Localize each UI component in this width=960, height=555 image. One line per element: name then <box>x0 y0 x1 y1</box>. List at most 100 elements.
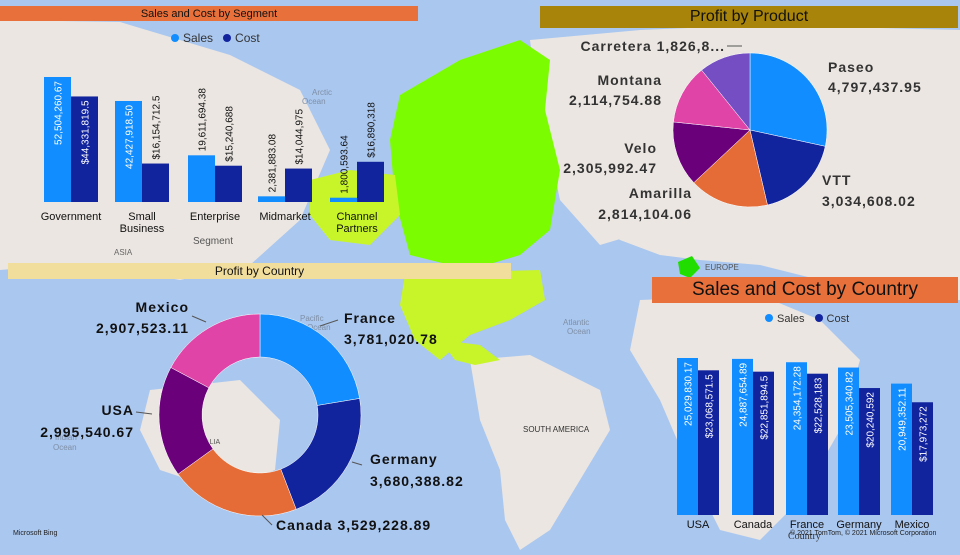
map-label-arctic-2: Ocean <box>302 97 326 106</box>
country-legend: Sales Cost <box>765 313 849 325</box>
country-tick-label: Germany <box>836 519 882 531</box>
legend-sales[interactable]: Sales <box>171 31 213 45</box>
country-bar-label: $17,973,272 <box>919 406 930 462</box>
greenland-land <box>545 50 690 245</box>
segment-bar-label: $15,240,688 <box>225 106 236 162</box>
segment-bar-cost <box>71 96 98 202</box>
product-slice-label: Paseo <box>828 59 874 75</box>
map-label-pacific-2: Ocean <box>307 323 331 332</box>
product-slice-label: Velo <box>624 140 657 156</box>
country-x-axis-title: Country <box>788 531 821 542</box>
country-bar-cost <box>859 388 880 515</box>
segment-chart-title: Sales and Cost by Segment <box>0 6 418 21</box>
segment-tick-label: Channel <box>337 211 378 223</box>
product-slice-label: Amarilla <box>629 185 692 201</box>
segment-x-axis-title: Segment <box>193 236 234 247</box>
segment-bar-label: $16,890,318 <box>367 102 378 158</box>
country-donut-leader-line <box>351 461 363 466</box>
country-donut-leader-line <box>261 514 273 526</box>
country-donut-label: 2,907,523.11 <box>96 320 189 336</box>
segment-bar-label: 2,381,883.08 <box>268 134 279 193</box>
segment-bar-cost <box>215 165 242 202</box>
map-label-europe: EUROPE <box>705 263 739 272</box>
product-slice-label: 3,034,608.02 <box>822 193 916 209</box>
product-slice-label: 4,797,437.95 <box>828 79 922 95</box>
country-donut-leader-line <box>319 319 339 327</box>
map-label-atlantic: Atlantic <box>563 318 589 327</box>
segment-tick-label: Government <box>41 211 102 223</box>
country-donut-label: USA <box>101 402 134 418</box>
bing-logo-text: Microsoft Bing <box>13 530 58 537</box>
country-bar-label: 24,887,654.89 <box>739 362 750 426</box>
germany-region <box>678 256 700 278</box>
country-profit-title: Profit by Country <box>8 263 511 279</box>
canada-region <box>390 40 560 270</box>
country-donut-label: France <box>344 310 396 326</box>
legend-cost[interactable]: Cost <box>223 31 260 45</box>
segment-bar-label: $16,154,712.5 <box>152 95 163 159</box>
south-america-land <box>470 355 610 550</box>
segment-tick-label: Midmarket <box>259 211 310 223</box>
product-slice <box>672 121 751 183</box>
country-donut-slice <box>259 313 360 406</box>
map-label-arctic: Arctic <box>312 88 332 97</box>
country-bar-label: $20,240,592 <box>866 392 877 448</box>
country-donut-leader-line <box>191 315 207 323</box>
country-bar-label: 23,505,340.82 <box>845 371 856 435</box>
product-slice-label: 2,305,992.47 <box>563 160 657 176</box>
country-tick-label: Mexico <box>895 519 930 531</box>
segment-tick-label: Business <box>120 223 165 235</box>
segment-bar-label: 19,611,694.38 <box>198 88 209 152</box>
country-donut-label: Germany <box>370 451 438 467</box>
segment-bar-cost <box>357 161 384 202</box>
segment-bar-label: 52,504,260.67 <box>54 81 65 145</box>
legend-cost-label: Cost <box>826 313 850 325</box>
segment-bar-sales <box>44 77 71 202</box>
country-bar-sales <box>732 358 753 515</box>
legend-cost-label: Cost <box>235 31 260 45</box>
mexico-region <box>440 340 500 365</box>
country-bar-cost <box>807 373 828 515</box>
country-donut-slice <box>170 313 261 389</box>
map-label-australia: ALIA <box>205 439 221 446</box>
country-donut-label: 3,781,020.78 <box>344 331 438 347</box>
legend-sales-label: Sales <box>777 313 805 325</box>
country-donut-label: Canada 3,529,228.89 <box>276 517 431 533</box>
segment-tick-label: Enterprise <box>190 211 240 223</box>
segment-bar-sales <box>258 196 285 202</box>
country-bar-label: $22,851,894.5 <box>760 375 771 439</box>
map-label-asia: ASIA <box>114 248 133 257</box>
usa-region <box>400 270 545 360</box>
country-bar-cost <box>753 371 774 515</box>
legend-sales[interactable]: Sales <box>765 313 805 325</box>
map-label-indian-2: Ocean <box>53 443 77 452</box>
product-chart-title-text: Profit by Product <box>689 8 809 25</box>
country-bar-sales <box>838 367 859 515</box>
country-donut-leader-line <box>135 411 153 415</box>
map-copyright: © 2021 TomTom, © 2021 Microsoft Corporat… <box>790 530 936 537</box>
product-slice <box>673 69 751 131</box>
country-bar-sales <box>786 362 807 515</box>
legend-cost[interactable]: Cost <box>814 313 850 325</box>
map-label-pacific: Pacific <box>300 314 324 323</box>
product-slice <box>749 52 828 147</box>
product-slice-label: 2,814,104.06 <box>598 206 692 222</box>
segment-bar-cost <box>142 163 169 202</box>
country-donut-label: 3,680,388.82 <box>370 473 464 489</box>
segment-bar-cost <box>285 168 312 202</box>
country-tick-label: USA <box>687 519 710 531</box>
country-bar-sales <box>891 383 912 515</box>
segment-chart-title-text: Sales and Cost by Segment <box>140 7 278 20</box>
map-label-south-america: SOUTH AMERICA <box>523 425 590 434</box>
product-slice-label: Montana <box>597 72 662 88</box>
product-chart-title: Profit by Product <box>540 6 958 28</box>
product-slice-label: 2,114,754.88 <box>569 92 662 108</box>
country-bar-label: $23,068,571.5 <box>705 374 716 438</box>
country-bar-label: 24,354,172.28 <box>793 366 804 430</box>
segment-bar-label: 1,800,593.64 <box>340 135 351 194</box>
country-donut-slice <box>280 398 362 510</box>
country-donut-label: 2,995,540.67 <box>40 424 134 440</box>
asia-land <box>0 20 330 280</box>
product-slice <box>749 129 826 206</box>
